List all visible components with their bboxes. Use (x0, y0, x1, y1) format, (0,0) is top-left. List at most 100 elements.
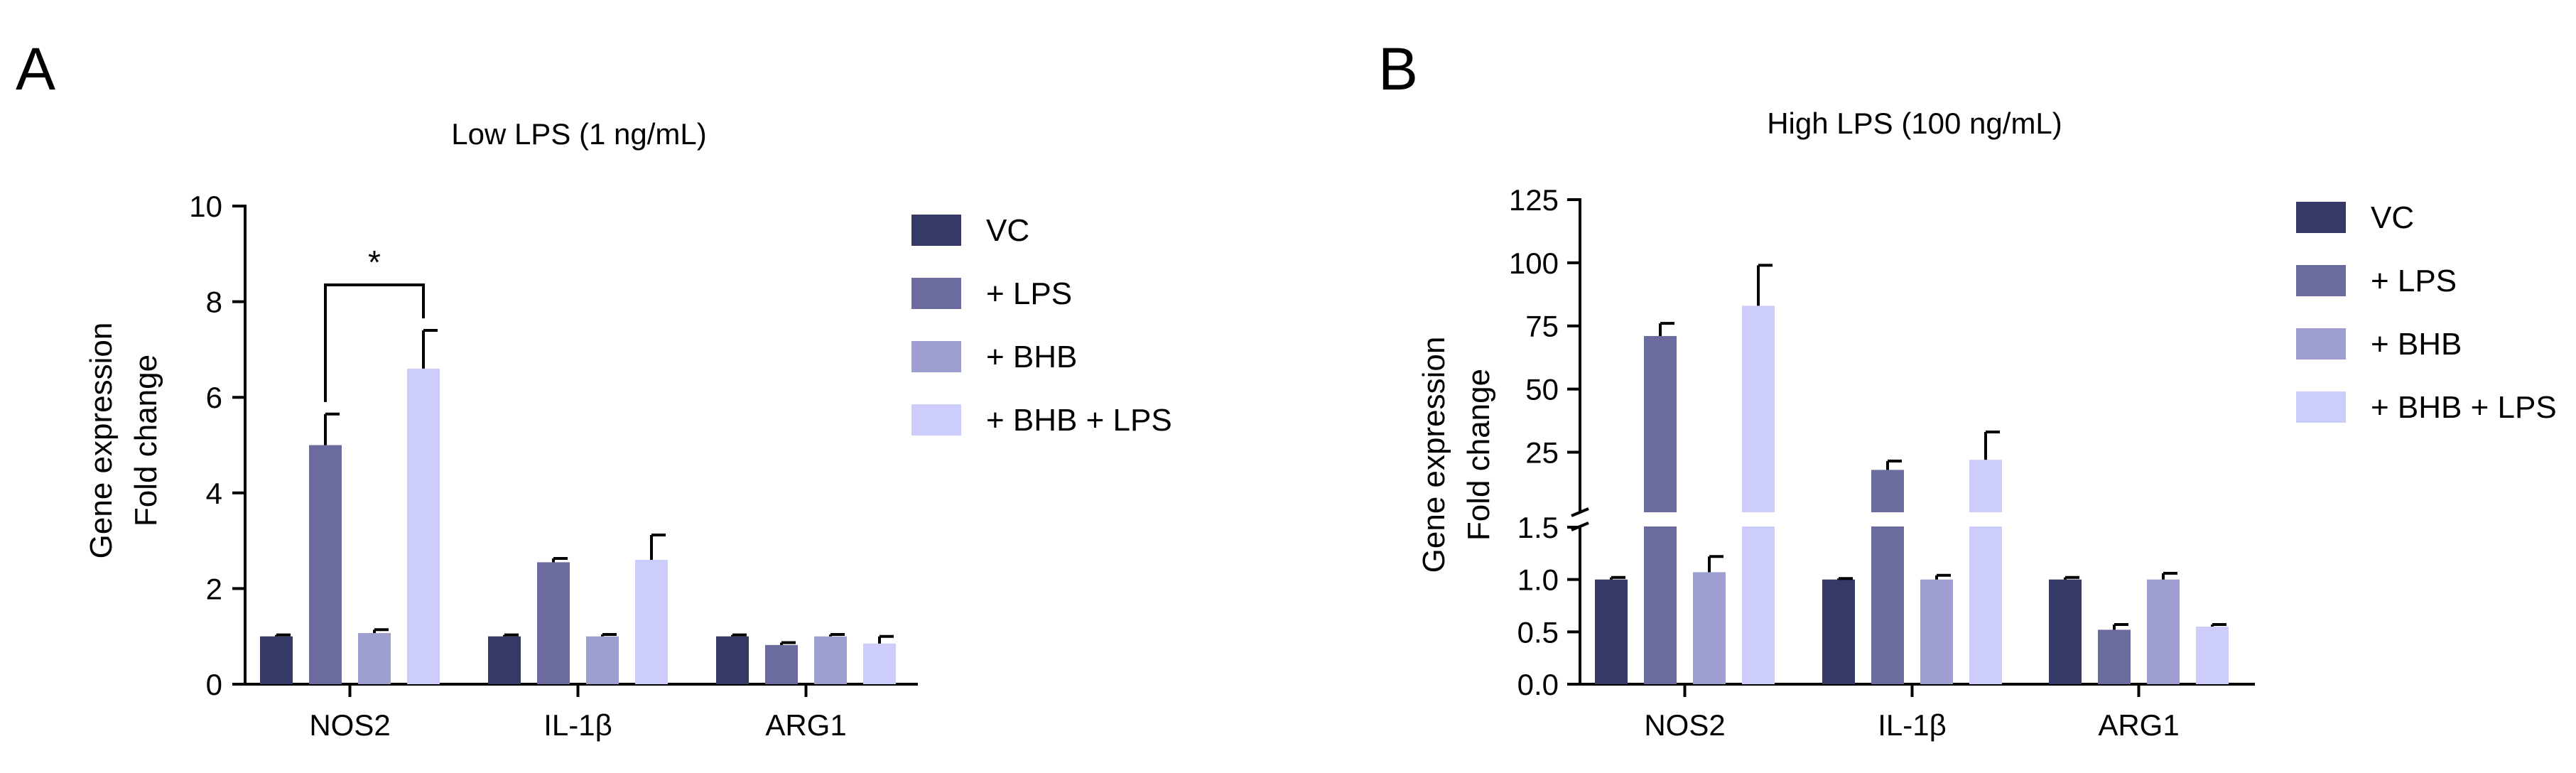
bar-il1b-vc (488, 636, 521, 684)
y-axis-label-a-line2: Fold change (129, 355, 163, 526)
y-tick-label-b: 100 (1509, 247, 1559, 280)
bar-arg1-lps (765, 644, 798, 684)
error-bar-arg1-bhb (2162, 571, 2177, 580)
category-labels-b: NOS2 IL-1β ARG1 (1644, 708, 2179, 742)
panel-a: A Low LPS (1 ng/mL) Gene expression Fold… (16, 36, 1172, 742)
category-labels-a: NOS2 IL-1β ARG1 (309, 708, 846, 742)
legend-label-vc: VC (2371, 200, 2414, 235)
y-tick-label-a: 0 (206, 668, 222, 701)
panel-letter-b: B (1378, 36, 1418, 102)
y-tick-label-b: 0.5 (1517, 615, 1559, 649)
legend-label-lps: + LPS (2371, 264, 2457, 298)
bar-break-gap (1643, 512, 1677, 526)
y-tick-label-b: 75 (1525, 310, 1559, 343)
significance-a: * (324, 244, 425, 402)
y-tick-label-b: 0.0 (1517, 668, 1559, 701)
axes-b: 0.0 0.5 1.0 1.5 25 50 75 100 125 (1509, 183, 2255, 701)
error-bar-arg1-vc (2064, 575, 2079, 580)
legend-label-bhb-lps: + BHB + LPS (2371, 390, 2557, 425)
error-bars-a (275, 328, 894, 645)
y-axis-label-b-line1: Gene expression (1417, 337, 1451, 573)
bar-arg1-vc (2049, 579, 2082, 684)
error-bar-nos2-bhb (1708, 555, 1723, 573)
error-bar-il1b-bhb (601, 633, 617, 637)
category-label-il1b: IL-1β (543, 708, 612, 742)
y-tick-label-b: 25 (1525, 436, 1559, 469)
bar-arg1-lps (2098, 629, 2131, 684)
error-bar-arg1-vc (731, 633, 747, 637)
panel-letter-a: A (16, 36, 55, 102)
y-tick-label-a: 6 (206, 381, 222, 414)
error-bar-il1b-lps (1886, 459, 1902, 470)
legend-swatch-lps (911, 278, 961, 309)
bar-arg1-bhb-lps (2196, 626, 2229, 684)
bar-arg1-vc (716, 636, 749, 684)
legend-swatch-bhb-lps (2296, 391, 2346, 423)
error-bar-nos2-bhb (373, 628, 389, 633)
bar-nos2-bhb (358, 632, 391, 684)
error-bar-nos2-lps (324, 412, 340, 445)
error-bar-il1b-lps (552, 557, 568, 563)
legend-label-bhb: + BHB (986, 340, 1077, 374)
y-tick-label-b: 1.0 (1517, 563, 1559, 597)
bar-nos2-lps (1644, 335, 1677, 684)
bar-il1b-lps (1871, 470, 1904, 684)
bar-nos2-lps (309, 445, 342, 684)
bar-break-gap (1969, 512, 2003, 526)
legend-swatch-bhb (2296, 328, 2346, 360)
bar-break-gap (1741, 512, 1775, 526)
legend-swatch-vc (911, 215, 961, 246)
error-bar-nos2-bhb-lps (1757, 264, 1773, 306)
legend-label-lps: + LPS (986, 276, 1072, 311)
error-bar-il1b-bhb-lps (1984, 431, 2000, 460)
error-bar-arg1-lps (2113, 623, 2128, 630)
panel-b: B High LPS (100 ng/mL) Gene expression F… (1378, 36, 2557, 742)
bar-il1b-bhb (1920, 579, 1953, 684)
legend-a: VC + LPS + BHB + BHB + LPS (911, 213, 1172, 438)
y-axis-b: 0.0 0.5 1.0 1.5 25 50 75 100 125 (1509, 183, 1581, 701)
bar-nos2-bhb-lps (407, 368, 440, 684)
bars-b (1595, 306, 2229, 684)
error-bars-b (1610, 264, 2226, 630)
category-label-arg1: ARG1 (765, 708, 846, 742)
y-tick-label-b: 1.5 (1517, 511, 1559, 544)
error-bar-arg1-bhb-lps (2211, 623, 2226, 627)
bar-nos2-vc (260, 636, 293, 684)
bar-arg1-bhb (814, 636, 847, 684)
y-axis-a: 0 2 4 6 8 10 (189, 190, 247, 701)
bar-arg1-bhb (2147, 579, 2180, 684)
y-tick-label-b: 50 (1525, 373, 1559, 406)
bars-a (260, 368, 896, 684)
error-bar-nos2-vc (275, 633, 291, 637)
legend-swatch-bhb-lps (911, 404, 961, 436)
error-bar-nos2-lps (1659, 322, 1674, 336)
error-bar-nos2-bhb-lps (422, 328, 438, 369)
bar-arg1-bhb-lps (863, 643, 896, 684)
significance-bracket (324, 283, 425, 402)
category-label-nos2: NOS2 (1644, 708, 1725, 742)
legend-swatch-vc (2296, 202, 2346, 233)
bar-nos2-bhb (1693, 572, 1726, 684)
legend-label-bhb: + BHB (2371, 327, 2462, 362)
error-bar-il1b-vc (1837, 577, 1853, 580)
error-bar-arg1-bhb (829, 633, 845, 637)
category-label-arg1: ARG1 (2098, 708, 2179, 742)
error-bar-il1b-bhb-lps (650, 534, 666, 561)
y-tick-label-a: 8 (206, 286, 222, 319)
axis-break-marks (1571, 507, 1589, 531)
significance-star: * (368, 244, 381, 281)
category-label-il1b: IL-1β (1878, 708, 1947, 742)
legend-b: VC + LPS + BHB + BHB + LPS (2296, 200, 2557, 425)
bar-il1b-bhb-lps (635, 560, 668, 684)
y-tick-label-a: 10 (189, 190, 222, 223)
legend-label-vc: VC (986, 213, 1029, 248)
chart-title-b: High LPS (100 ng/mL) (1767, 107, 2062, 140)
error-bar-nos2-vc (1610, 575, 1625, 580)
bar-nos2-vc (1595, 579, 1628, 684)
y-axis-label-b-line2: Fold change (1461, 369, 1496, 541)
legend-label-bhb-lps: + BHB + LPS (986, 403, 1172, 438)
category-label-nos2: NOS2 (309, 708, 390, 742)
y-tick-label-a: 4 (206, 477, 222, 510)
y-tick-label-a: 2 (206, 572, 222, 605)
